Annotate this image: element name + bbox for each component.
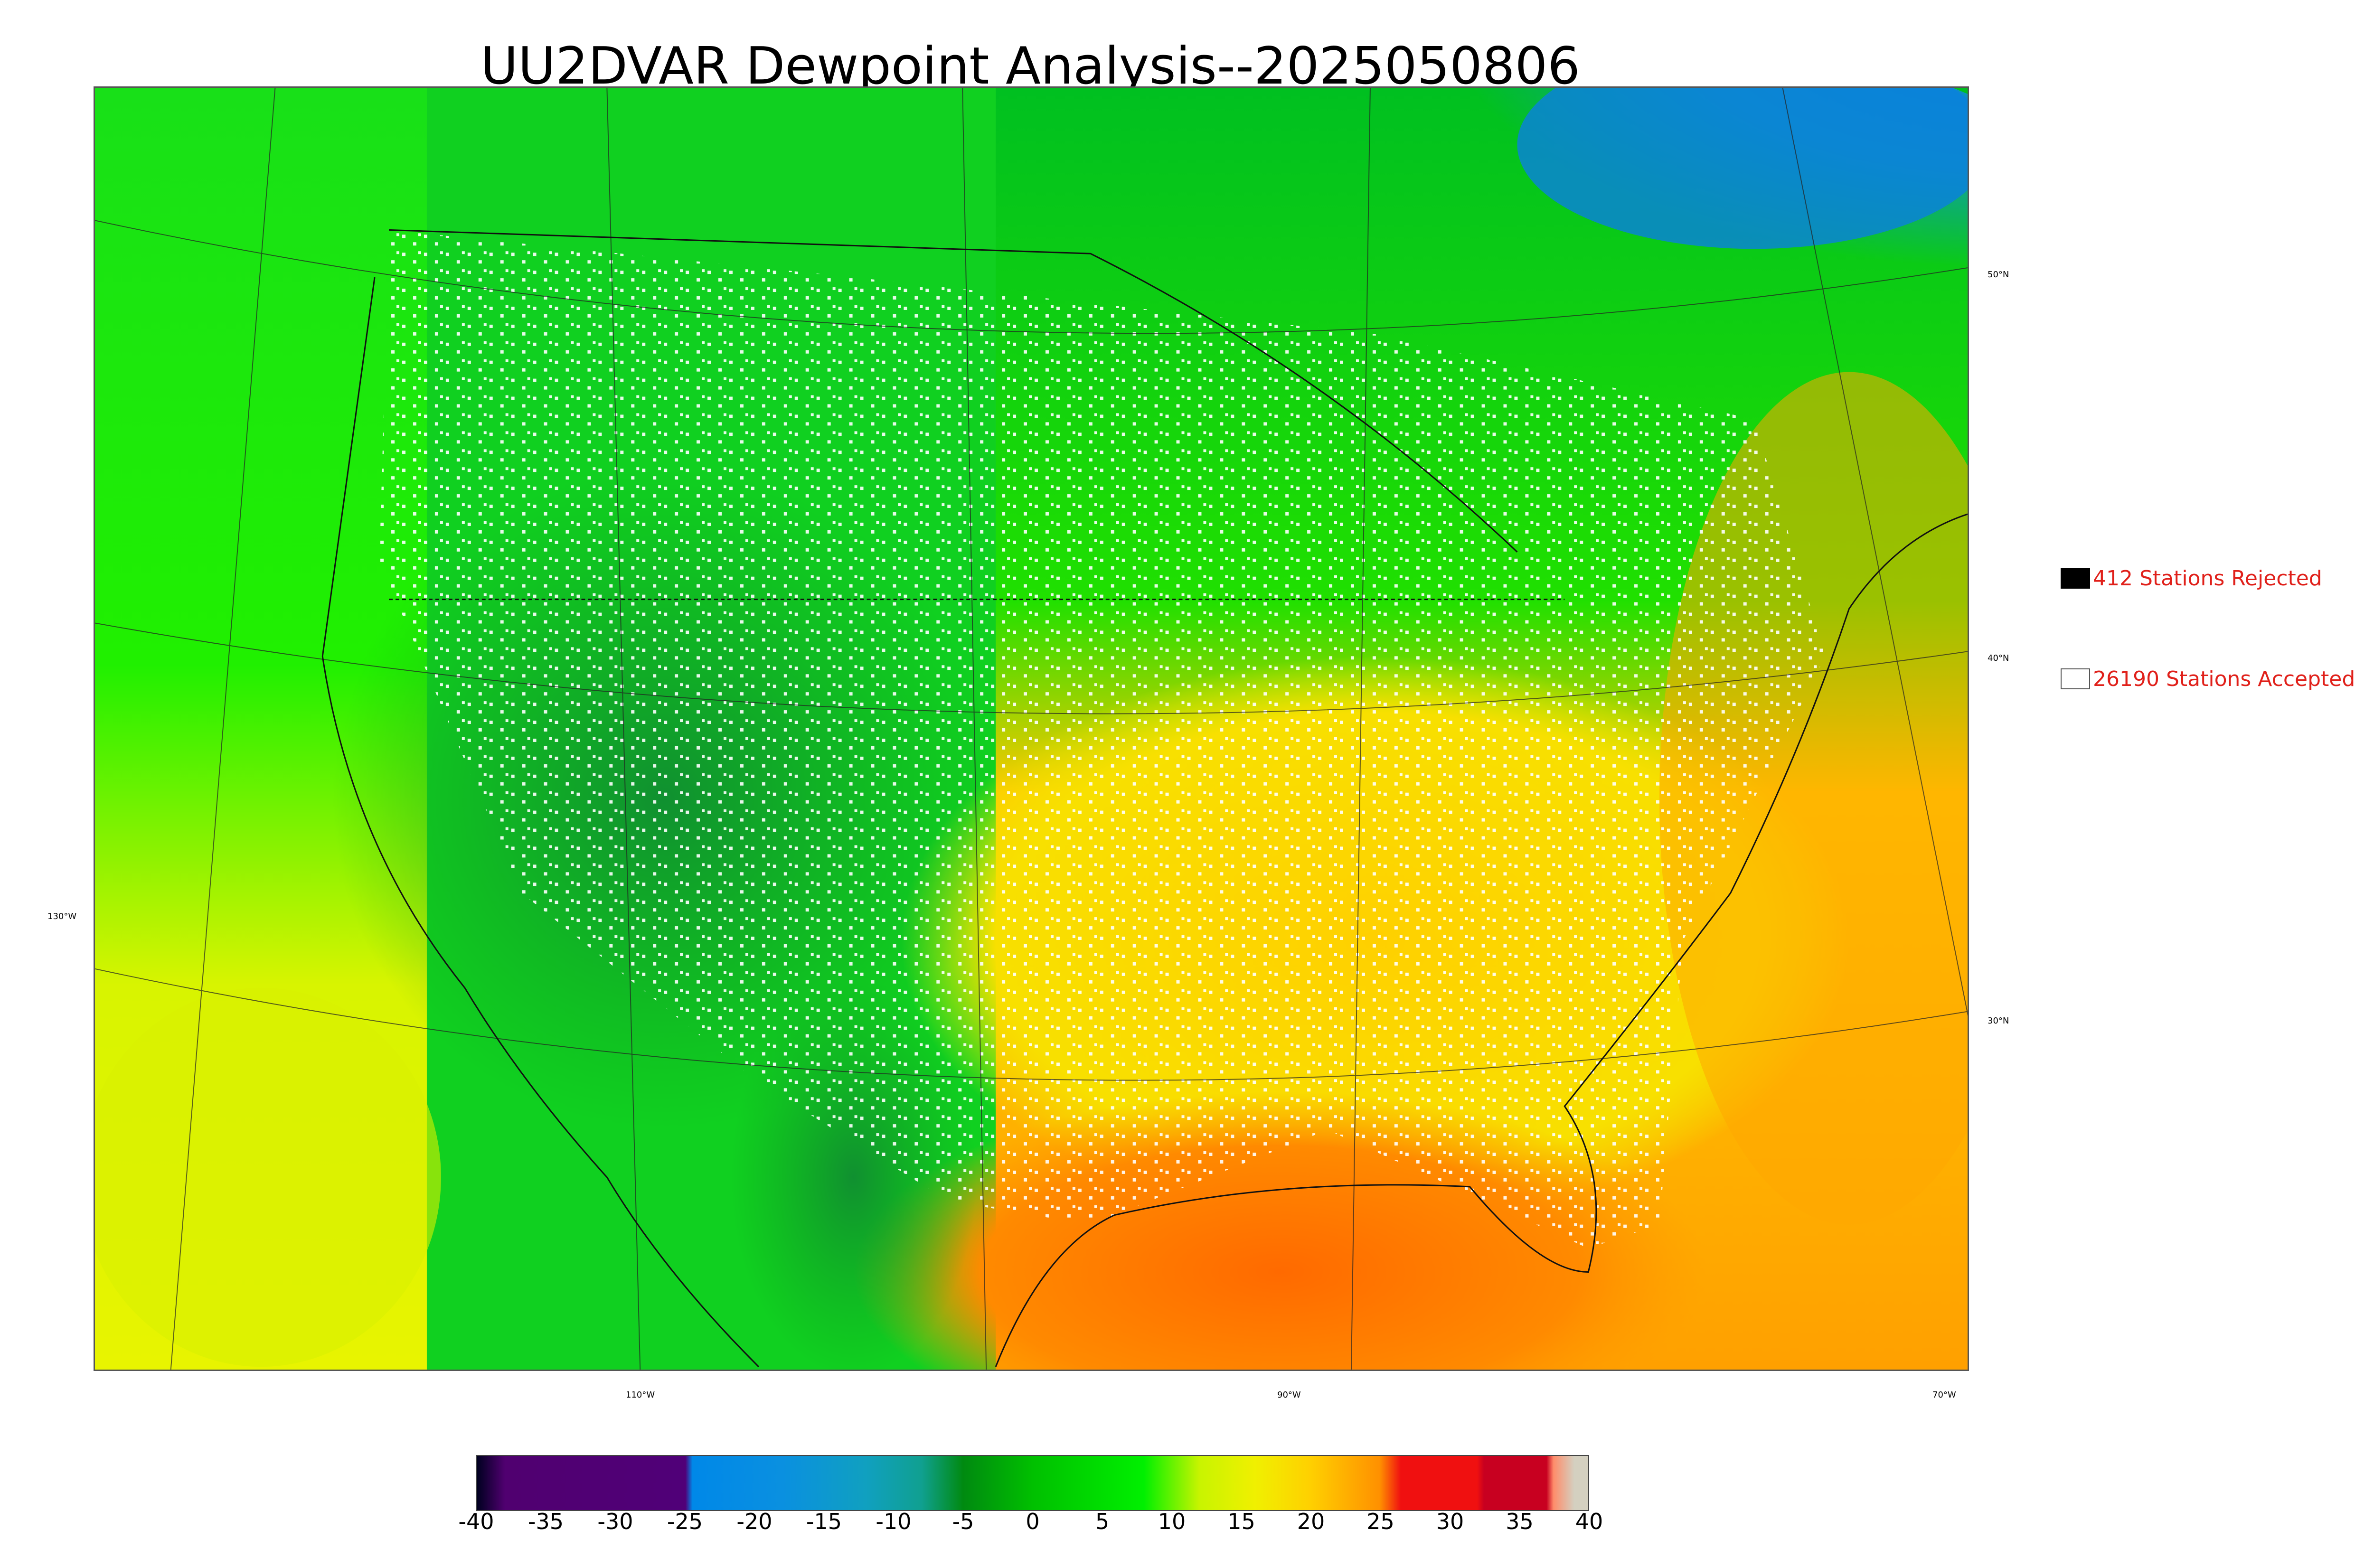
accepted-swatch [2061, 668, 2090, 689]
colorbar-tick-label: 5 [1095, 1509, 1110, 1534]
colorbar-tick-label: 30 [1436, 1509, 1464, 1534]
lon-label-110w: 110°W [626, 1390, 655, 1400]
accepted-label: 26190 Stations Accepted [2093, 667, 2355, 691]
colorbar-tick-label: 40 [1575, 1509, 1603, 1534]
colorbar-tick-label: 0 [1026, 1509, 1040, 1534]
legend-rejected: 412 Stations Rejected [2061, 564, 2322, 592]
colorbar-tick-label: 35 [1506, 1509, 1534, 1534]
colorbar-tick-label: -10 [876, 1509, 912, 1534]
page-title: UU2DVAR Dewpoint Analysis--2025050806 [480, 37, 1581, 96]
lon-label-90w: 90°W [1277, 1390, 1301, 1400]
graticule [95, 88, 1968, 1370]
dewpoint-map [94, 86, 1969, 1371]
colorbar-tick-label: -30 [597, 1509, 633, 1534]
colorbar-tick-label: 10 [1158, 1509, 1186, 1534]
colorbar [476, 1455, 1589, 1511]
colorbar-tick-label: -40 [458, 1509, 494, 1534]
legend-accepted: 26190 Stations Accepted [2061, 665, 2355, 693]
colorbar-tick-label: -15 [806, 1509, 842, 1534]
lat-label-30n: 30°N [1988, 1016, 2009, 1026]
station-markers [379, 230, 1826, 1249]
dewpoint-field [95, 88, 1968, 1370]
colorbar-gradient [477, 1456, 1588, 1510]
colorbar-tick-label: -20 [736, 1509, 772, 1534]
colorbar-tick-label: -35 [528, 1509, 564, 1534]
lat-label-50n: 50°N [1988, 270, 2009, 280]
rejected-swatch [2061, 568, 2090, 589]
colorbar-tick-label: 20 [1297, 1509, 1325, 1534]
rejected-label: 412 Stations Rejected [2093, 566, 2322, 591]
lon-label-70w: 70°W [1932, 1390, 1956, 1400]
colorbar-tick-label: -5 [952, 1509, 974, 1534]
colorbar-tick-label: 15 [1227, 1509, 1255, 1534]
colorbar-tick-label: 25 [1366, 1509, 1394, 1534]
lat-label-40n: 40°N [1988, 653, 2009, 663]
lon-label-130w: 130°W [47, 911, 77, 921]
colorbar-tick-label: -25 [667, 1509, 703, 1534]
